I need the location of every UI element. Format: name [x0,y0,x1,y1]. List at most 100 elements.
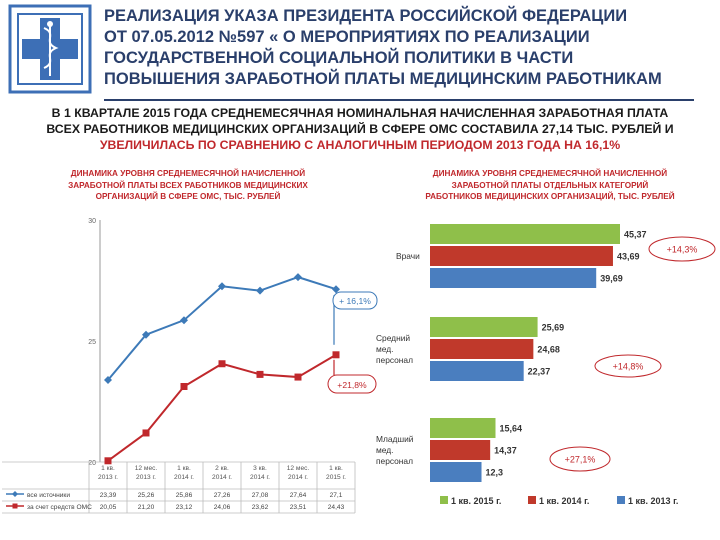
bar [430,418,496,438]
bar [430,317,538,337]
bar [430,224,620,244]
table-value: 23,51 [290,504,307,511]
category-label: Младший [376,434,414,444]
bar-value-label: 43,69 [617,252,640,262]
data-point [332,285,340,294]
medical-logo-icon [8,4,92,94]
table-value: 20,05 [100,504,117,511]
bar-value-label: 25,69 [542,323,565,333]
data-point [180,382,188,390]
bar [430,361,524,381]
category-label: персонал [376,456,413,466]
table-value: 27,08 [252,492,269,499]
growth-annotation: + 16,1% [339,296,371,306]
table-value: 24,06 [214,504,231,511]
bar-chart-title: ДИНАМИКА УРОВНЯ СРЕДНЕМЕСЯЧНОЙ НАЧИСЛЕНН… [385,168,715,203]
y-tick-label: 25 [88,339,96,346]
data-point [256,286,264,295]
legend-label: 1 кв. 2013 г. [628,496,678,506]
title-line: ПОВЫШЕНИЯ ЗАРАБОТНОЙ ПЛАТЫ МЕДИЦИНСКИМ Р… [104,70,662,88]
x-tick-label: 2014 г. [250,474,270,481]
x-tick-label: 3 кв. [253,465,267,472]
line-chart-title-line: ОРГАНИЗАЦИЙ В СФЕРЕ ОМС, ТЫС. РУБЛЕЙ [95,192,281,201]
x-tick-label: 2015 г. [326,474,346,481]
growth-annotation: +14,3% [667,245,698,255]
growth-badge [332,291,378,310]
title-underline [104,99,694,101]
data-point [294,373,302,381]
summary-line: В 1 КВАРТАЛЕ 2015 ГОДА СРЕДНЕМЕСЯЧНАЯ НО… [51,106,669,120]
bar-value-label: 24,68 [537,345,560,355]
bar-value-label: 15,64 [499,424,522,434]
bar [430,440,491,460]
x-tick-label: 2014 г. [288,474,308,481]
data-point [142,429,150,437]
bar-value-label: 39,69 [600,274,623,284]
legend-label: за счет средств ОМС [27,504,92,511]
bar [430,268,597,288]
data-point [218,282,226,291]
line-chart-title: ДИНАМИКА УРОВНЯ СРЕДНЕМЕСЯЧНОЙ НАЧИСЛЕНН… [28,168,348,203]
data-point [142,330,150,339]
bar [430,246,613,266]
bar-chart-title-line: ДИНАМИКА УРОВНЯ СРЕДНЕМЕСЯЧНОЙ НАЧИСЛЕНН… [432,169,668,178]
category-label: Средний [376,333,410,343]
y-tick-label: 30 [88,218,96,225]
growth-annotation: +21,8% [337,380,367,390]
data-point [104,457,112,465]
bar-value-label: 14,37 [494,446,517,456]
title-line: ГОСУДАРСТВЕННОЙ СОЦИАЛЬНОЙ ПОЛИТИКИ В ЧА… [104,49,574,67]
table-value: 23,12 [176,504,193,511]
legend-label: 1 кв. 2015 г. [451,496,501,506]
x-tick-label: 12 мес. [135,465,158,472]
bar [430,462,482,482]
bar-value-label: 12,3 [486,468,504,478]
growth-oval [594,354,662,378]
legend-marker [12,503,18,509]
data-point [218,360,226,368]
x-tick-label: 12 мес. [287,465,310,472]
summary-line-highlight: УВЕЛИЧИЛАСЬ ПО СРАВНЕНИЮ С АНАЛОГИЧНЫМ П… [99,138,621,152]
growth-oval [549,446,611,472]
data-point [256,370,264,378]
data-point [180,316,188,325]
legend-marker [12,491,18,497]
x-tick-label: 1 кв. [329,465,343,472]
x-tick-label: 2014 г. [212,474,232,481]
table-value: 27,26 [214,492,231,499]
table-value: 25,86 [176,492,193,499]
table-value: 23,39 [100,492,117,499]
category-label: мед. [376,344,393,354]
line-chart-title-line: ЗАРАБОТНОЙ ПЛАТЫ ВСЕХ РАБОТНИКОВ МЕДИЦИН… [68,180,308,190]
bar-value-label: 45,37 [624,230,647,240]
table-value: 24,43 [328,504,345,511]
x-tick-label: 2013 г. [98,474,118,481]
bar [430,339,534,359]
growth-badge [327,374,377,394]
x-tick-label: 2013 г. [136,474,156,481]
data-point [332,351,340,359]
legend-swatch [440,496,448,504]
data-point [104,375,112,384]
title-line: ОТ 07.05.2012 №597 « О МЕРОПРИЯТИЯХ ПО Р… [104,28,590,46]
growth-annotation: +27,1% [565,455,596,465]
title-line: РЕАЛИЗАЦИЯ УКАЗА ПРЕЗИДЕНТА РОССИЙСКОЙ Ф… [104,7,628,25]
legend-label: все источники [27,492,70,499]
line-chart-title-line: ДИНАМИКА УРОВНЯ СРЕДНЕМЕСЯЧНОЙ НАЧИСЛЕНН… [70,169,306,178]
table-value: 27,1 [330,492,343,499]
page-title: РЕАЛИЗАЦИЯ УКАЗА ПРЕЗИДЕНТА РОССИЙСКОЙ Ф… [104,6,704,90]
x-tick-label: 1 кв. [177,465,191,472]
bar-chart-title-line: ЗАРАБОТНОЙ ПЛАТЫ ОТДЕЛЬНЫХ КАТЕГОРИЙ [451,180,649,190]
data-point [294,273,302,282]
growth-annotation: +14,8% [613,362,644,372]
legend-label: 1 кв. 2014 г. [539,496,589,506]
table-value: 23,62 [252,504,269,511]
x-tick-label: 2014 г. [174,474,194,481]
x-tick-label: 1 кв. [101,465,115,472]
legend-swatch [528,496,536,504]
category-label: мед. [376,445,393,455]
summary-line: ВСЕХ РАБОТНИКОВ МЕДИЦИНСКИХ ОРГАНИЗАЦИЙ … [46,122,674,136]
x-tick-label: 2 кв. [215,465,229,472]
